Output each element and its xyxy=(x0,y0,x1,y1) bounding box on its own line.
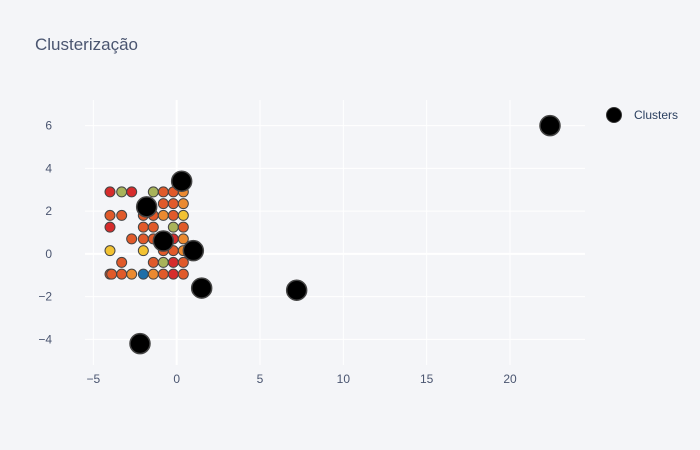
y-tick-label: 6 xyxy=(45,119,52,133)
data-point[interactable] xyxy=(177,233,189,245)
x-tick-label: 20 xyxy=(503,372,517,386)
data-point[interactable] xyxy=(126,233,138,245)
data-point[interactable] xyxy=(177,268,189,280)
y-tick-label: −2 xyxy=(38,290,52,304)
data-point[interactable] xyxy=(167,256,179,268)
data-point[interactable] xyxy=(116,256,128,268)
data-point[interactable] xyxy=(177,256,189,268)
x-tick-label: 5 xyxy=(257,372,264,386)
data-point[interactable] xyxy=(104,209,116,221)
grid xyxy=(85,100,585,365)
data-point[interactable] xyxy=(177,198,189,210)
data-point[interactable] xyxy=(104,245,116,257)
data-point[interactable] xyxy=(116,209,128,221)
data-point[interactable] xyxy=(104,186,116,198)
cluster-center-point[interactable] xyxy=(285,279,308,301)
data-point[interactable] xyxy=(157,256,169,268)
cluster-center-point[interactable] xyxy=(135,196,158,218)
legend-label-clusters: Clusters xyxy=(634,108,678,122)
cluster-center-point[interactable] xyxy=(152,230,175,252)
data-point[interactable] xyxy=(104,221,116,233)
data-point[interactable] xyxy=(147,186,159,198)
data-point[interactable] xyxy=(137,233,149,245)
data-point[interactable] xyxy=(137,221,149,233)
y-tick-label: 4 xyxy=(45,161,52,175)
y-tick-label: 0 xyxy=(45,247,52,261)
data-point[interactable] xyxy=(157,209,169,221)
data-point[interactable] xyxy=(106,268,118,280)
data-point[interactable] xyxy=(116,186,128,198)
data-point[interactable] xyxy=(167,268,179,280)
data-point[interactable] xyxy=(167,198,179,210)
data-point[interactable] xyxy=(116,268,128,280)
x-tick-label: −5 xyxy=(86,372,100,386)
data-point[interactable] xyxy=(126,186,138,198)
cluster-center-point[interactable] xyxy=(170,170,193,192)
data-point[interactable] xyxy=(167,221,179,233)
legend[interactable]: Clusters xyxy=(606,107,679,123)
cluster-center-point[interactable] xyxy=(182,239,205,262)
data-point[interactable] xyxy=(147,268,159,280)
x-tick-label: 0 xyxy=(173,372,180,386)
data-point[interactable] xyxy=(177,209,189,221)
axis-ticks: −5 0 5 10 15 20 −4 −2 0 2 4 6 xyxy=(38,119,517,386)
data-point[interactable] xyxy=(137,245,149,257)
data-point[interactable] xyxy=(177,221,189,233)
y-tick-label: −4 xyxy=(38,332,52,346)
cluster-centers xyxy=(129,114,561,355)
legend-marker-clusters xyxy=(606,107,622,123)
x-tick-label: 15 xyxy=(420,372,434,386)
data-point[interactable] xyxy=(157,198,169,210)
data-point[interactable] xyxy=(126,268,138,280)
data-point[interactable] xyxy=(137,268,149,280)
y-tick-label: 2 xyxy=(45,204,52,218)
data-point[interactable] xyxy=(147,256,159,268)
chart-title: Clusterização xyxy=(35,35,138,54)
x-tick-label: 10 xyxy=(337,372,351,386)
data-point[interactable] xyxy=(157,186,169,198)
cluster-center-point[interactable] xyxy=(129,332,151,355)
cluster-center-point[interactable] xyxy=(539,114,561,137)
data-point[interactable] xyxy=(167,209,179,221)
cluster-center-point[interactable] xyxy=(190,277,213,299)
data-point[interactable] xyxy=(157,268,169,280)
data-point[interactable] xyxy=(147,221,159,233)
